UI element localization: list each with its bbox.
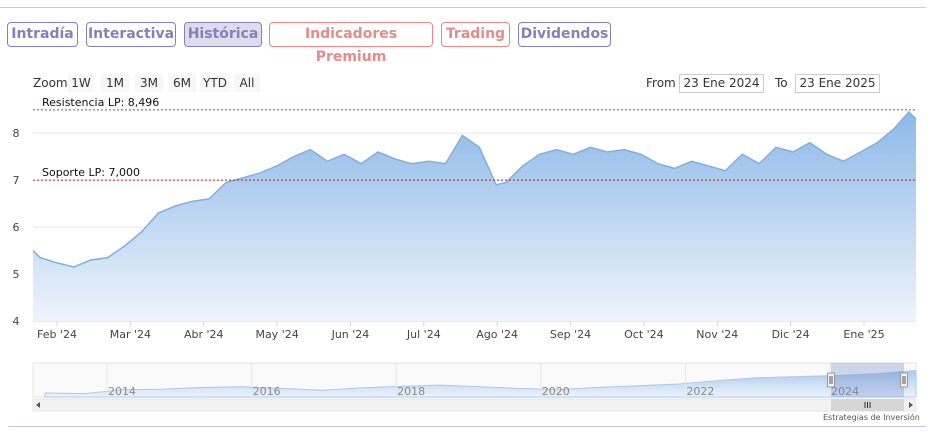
y-axis-labels: 4 5 6 7 8: [13, 127, 20, 328]
to-date-input[interactable]: 23 Ene 2025: [795, 74, 880, 93]
scroll-right-icon: [909, 402, 913, 408]
y-tick-label: 4: [13, 315, 20, 328]
x-tick-label: Mar '24: [110, 328, 151, 341]
navigator-area: [44, 369, 917, 398]
zoom-1m-button[interactable]: 1M: [101, 74, 129, 92]
tab-interactiva[interactable]: Interactiva: [86, 22, 176, 47]
zoom-3m-button[interactable]: 3M: [135, 74, 163, 92]
y-tick-label: 8: [13, 127, 20, 140]
top-divider: [0, 7, 926, 8]
to-label: To: [775, 76, 788, 90]
x-tick-label: Nov '24: [696, 328, 738, 341]
navigator-year-label: 2020: [542, 385, 570, 398]
from-date-input[interactable]: 23 Ene 2024: [679, 74, 764, 93]
navigator-handle: [900, 372, 908, 388]
x-tick-label: Dic '24: [772, 328, 810, 341]
x-tick-label: Abr '24: [184, 328, 224, 341]
resistance-label: Resistencia LP: 8,496: [42, 96, 159, 109]
bottom-divider: [8, 426, 926, 427]
tab-intradia[interactable]: Intradía: [7, 22, 78, 47]
navigator-year-label: 2014: [108, 385, 136, 398]
navigator-year-label: 2024: [831, 385, 859, 398]
price-area: [33, 112, 916, 321]
price-line: [32, 110, 917, 268]
tab-dividendos[interactable]: Dividendos: [518, 22, 611, 47]
x-tick-label: May '24: [255, 328, 298, 341]
navigator-selection: [831, 363, 904, 397]
scroll-left-icon: [36, 402, 40, 408]
tab-indicadores-premium[interactable]: Indicadores Premium: [269, 22, 433, 65]
x-tick-label: Sep '24: [550, 328, 591, 341]
reference-lines: Resistencia LP: 8,496 Soporte LP: 7,000: [33, 96, 916, 181]
from-label: From: [646, 76, 676, 90]
zoom-all-button[interactable]: All: [234, 74, 260, 92]
x-tick-label: Oct '24: [624, 328, 664, 341]
y-tick-label: 6: [13, 221, 20, 234]
y-tick-label: 7: [13, 174, 20, 187]
navigator-year-label: 2016: [253, 385, 281, 398]
zoom-ytd-button[interactable]: YTD: [200, 74, 230, 92]
navigator[interactable]: 2014 2016 2018 2020 2022 2024: [32, 362, 917, 412]
x-tick-label: Jun '24: [331, 328, 370, 341]
x-axis-labels: Feb '24 Mar '24 Abr '24 May '24 Jun '24 Jul '…: [37, 321, 885, 341]
credits-text: Estrategias de Inversión: [823, 413, 920, 422]
zoom-1w-button[interactable]: 1W: [68, 74, 94, 92]
support-label: Soporte LP: 7,000: [42, 166, 140, 179]
zoom-label: Zoom: [33, 76, 68, 90]
zoom-6m-button[interactable]: 6M: [168, 74, 196, 92]
scrollbar-track: [32, 398, 917, 412]
navigator-year-label: 2022: [686, 385, 714, 398]
y-tick-label: 5: [13, 268, 20, 281]
navigator-handle: [827, 372, 835, 388]
x-tick-label: Ago '24: [476, 328, 518, 341]
x-tick-label: Ene '25: [843, 328, 884, 341]
x-tick-label: Jul '24: [406, 328, 441, 341]
navigator-year-label: 2018: [397, 385, 425, 398]
x-tick-label: Feb '24: [37, 328, 77, 341]
tab-trading[interactable]: Trading: [441, 22, 510, 47]
tab-historica[interactable]: Histórica: [184, 22, 262, 47]
